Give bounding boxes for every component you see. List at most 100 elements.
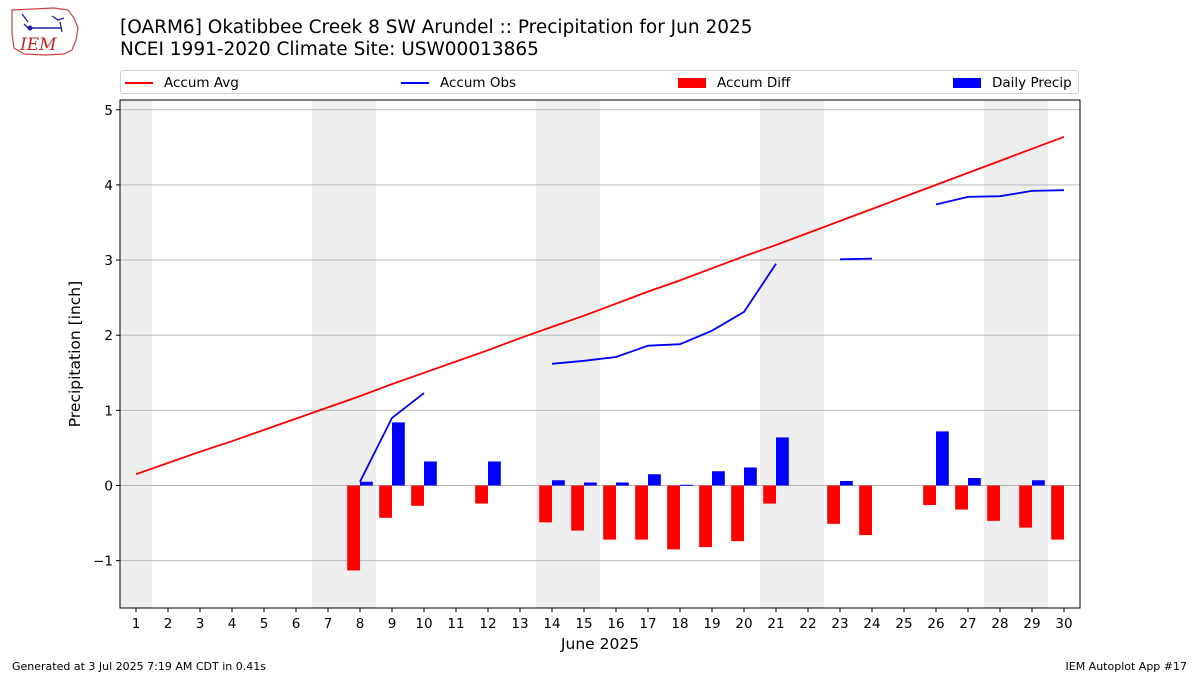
x-tick-label-24: 24 — [863, 616, 880, 632]
accum-diff-bar-16 — [603, 485, 616, 540]
x-tick-label-1: 1 — [132, 616, 141, 632]
legend-item-accum-obs: Accum Obs — [401, 74, 516, 92]
accum-diff-bar-24 — [859, 485, 872, 536]
y-tick-label-5: 5 — [104, 103, 113, 119]
x-tick-label-4: 4 — [228, 616, 237, 632]
accum-diff-bar-26 — [923, 485, 936, 506]
legend-label-accum-avg: Accum Avg — [164, 75, 239, 91]
chart-title: [OARM6] Okatibbee Creek 8 SW Arundel :: … — [120, 17, 753, 38]
chart-subtitle: NCEI 1991-2020 Climate Site: USW00013865 — [120, 39, 539, 60]
x-tick-label-20: 20 — [735, 616, 752, 632]
x-axis-label: June 2025 — [560, 635, 639, 653]
accum-diff-bar-23 — [827, 485, 840, 524]
x-tick-label-19: 19 — [703, 616, 720, 632]
accum-diff-bar-15 — [571, 485, 584, 531]
accum-diff-bar-29 — [1019, 485, 1032, 528]
daily-precip-bar-8 — [360, 481, 373, 486]
weekend-shading — [120, 100, 1048, 608]
x-tick-label-10: 10 — [415, 616, 432, 632]
legend-swatch-accum-obs — [401, 82, 429, 84]
legend-item-accum-avg: Accum Avg — [125, 74, 239, 92]
y-tick-label-2: 2 — [104, 328, 113, 344]
footer-app: IEM Autoplot App #17 — [1065, 660, 1188, 673]
iem-logo: IEM — [6, 4, 82, 60]
accum-diff-bar-9 — [379, 485, 392, 518]
accum-diff-bar-12 — [475, 485, 488, 504]
daily-precip-bar-10 — [424, 461, 437, 486]
daily-precip-bar-29 — [1032, 480, 1045, 486]
accum-obs-line-segment-2 — [839, 257, 873, 261]
y-tick-label-0: 0 — [104, 479, 113, 495]
footer-generated: Generated at 3 Jul 2025 7:19 AM CDT in 0… — [12, 660, 266, 673]
x-tick-label-29: 29 — [1023, 616, 1040, 632]
weekend-shade-0 — [120, 100, 152, 608]
x-axis-ticks: 1 2 3 4 5 6 7 8 9 10 11 12 13 14 15 16 17 18 19 20 21 22 23 24 2… — [132, 608, 1073, 632]
x-tick-label-26: 26 — [927, 616, 944, 632]
legend-item-daily-precip: Daily Precip — [953, 74, 1072, 92]
daily-precip-bar-23 — [840, 481, 853, 486]
legend-item-accum-diff: Accum Diff — [678, 74, 790, 92]
bar-series — [347, 422, 1064, 571]
x-tick-label-22: 22 — [799, 616, 816, 632]
x-tick-label-12: 12 — [479, 616, 496, 632]
x-tick-label-30: 30 — [1055, 616, 1072, 632]
grid-lines — [120, 109, 1080, 562]
weekend-shade-4 — [984, 100, 1048, 608]
x-tick-label-23: 23 — [831, 616, 848, 632]
accum-diff-bar-18 — [667, 485, 680, 550]
legend-label-accum-diff: Accum Diff — [717, 75, 791, 91]
line-series — [135, 135, 1065, 483]
x-tick-label-13: 13 — [511, 616, 528, 632]
x-tick-label-11: 11 — [447, 616, 464, 632]
x-tick-label-3: 3 — [196, 616, 205, 632]
legend-swatch-accum-diff — [678, 78, 706, 88]
accum-diff-bar-28 — [987, 485, 1000, 521]
x-tick-label-16: 16 — [607, 616, 624, 632]
daily-precip-bar-17 — [648, 474, 661, 486]
plot-frame — [119, 99, 1081, 609]
x-tick-label-14: 14 — [543, 616, 560, 632]
weekend-shade-2 — [536, 100, 600, 608]
daily-precip-bar-26 — [936, 431, 949, 486]
x-tick-label-2: 2 — [164, 616, 173, 632]
y-tick-label-1: 1 — [104, 403, 113, 419]
accum-diff-bar-20 — [731, 485, 744, 542]
accum-avg-line-segment-0 — [135, 135, 1065, 476]
x-tick-label-9: 9 — [388, 616, 397, 632]
accum-diff-bar-30 — [1051, 485, 1064, 540]
daily-precip-bar-21 — [776, 437, 789, 486]
accum-diff-bar-27 — [955, 485, 968, 510]
x-tick-label-17: 17 — [639, 616, 656, 632]
y-axis-ticks: −1 0 1 2 3 4 5 — [93, 103, 120, 570]
x-tick-label-8: 8 — [356, 616, 365, 632]
x-tick-label-27: 27 — [959, 616, 976, 632]
accum-diff-bar-10 — [411, 485, 424, 506]
accum-obs-line-segment-1 — [551, 263, 777, 365]
accum-diff-bar-8 — [347, 485, 360, 571]
y-tick-label-4: 4 — [104, 178, 113, 194]
y-tick-label-3: 3 — [104, 253, 113, 269]
y-axis-label: Precipitation [inch] — [66, 281, 84, 427]
x-tick-label-6: 6 — [292, 616, 301, 632]
accum-obs-line-segment-3 — [935, 189, 1065, 206]
x-tick-label-5: 5 — [260, 616, 269, 632]
legend: Accum Avg Accum Obs Accum Diff Daily Pre… — [120, 70, 1079, 94]
daily-precip-bar-12 — [488, 461, 501, 486]
y-tick-label--1: −1 — [93, 554, 113, 570]
x-tick-label-18: 18 — [671, 616, 688, 632]
daily-precip-bar-19 — [712, 471, 725, 486]
daily-precip-bar-9 — [392, 422, 405, 486]
accum-diff-bar-19 — [699, 485, 712, 548]
weekend-shade-3 — [760, 100, 824, 608]
daily-precip-bar-15 — [584, 482, 597, 486]
legend-swatch-accum-avg — [125, 82, 153, 84]
legend-swatch-daily-precip — [953, 78, 981, 88]
legend-label-daily-precip: Daily Precip — [992, 75, 1072, 91]
daily-precip-bar-16 — [616, 482, 629, 486]
daily-precip-bar-27 — [968, 477, 981, 486]
accum-diff-bar-14 — [539, 485, 552, 523]
logo-text: IEM — [19, 35, 57, 55]
weekend-shade-1 — [312, 100, 376, 608]
x-tick-label-7: 7 — [324, 616, 333, 632]
